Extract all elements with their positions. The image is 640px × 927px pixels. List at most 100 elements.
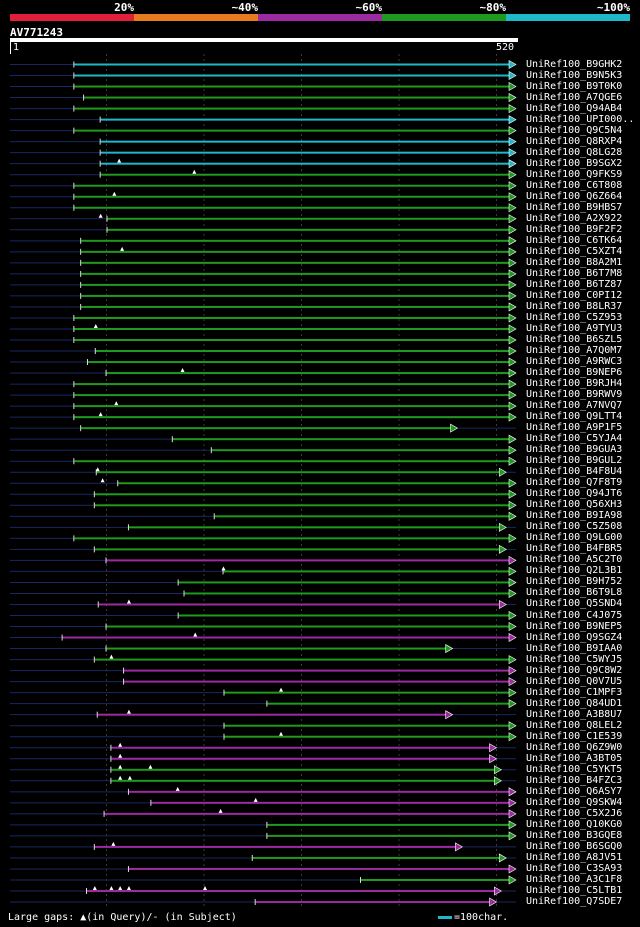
hit-label[interactable]: UniRef100_Q10KG0 [526, 818, 623, 830]
hit-label[interactable]: UniRef100_C3SA93 [526, 862, 623, 874]
hit-label[interactable]: UniRef100_C5WYJ5 [526, 653, 623, 665]
hit-label[interactable]: UniRef100_Q8LEL2 [526, 719, 623, 731]
hit-label[interactable]: UniRef100_Q9SGZ4 [526, 631, 623, 643]
alignment-arrow-33 [450, 423, 459, 433]
hit-label[interactable]: UniRef100_A8JV51 [526, 851, 623, 863]
alignment-arrow-9 [508, 159, 517, 169]
hit-label[interactable]: UniRef100_Q9C8W2 [526, 664, 623, 676]
hit-label[interactable]: UniRef100_Q94AB4 [526, 102, 623, 114]
gap-mark-32-0 [98, 412, 103, 417]
alignment-arrow-12 [508, 192, 517, 202]
hit-label[interactable]: UniRef100_B9NEP6 [526, 367, 623, 379]
hit-label[interactable]: UniRef100_C6T808 [526, 179, 623, 191]
hit-label[interactable]: UniRef100_B9N5K3 [526, 69, 623, 81]
gap-mark-28-0 [180, 368, 185, 373]
hit-label[interactable]: UniRef100_B6T7M8 [526, 267, 623, 279]
hit-label[interactable]: UniRef100_B9NEP5 [526, 620, 623, 632]
hit-label[interactable]: UniRef100_A5C2T0 [526, 554, 623, 566]
hit-label[interactable]: UniRef100_B9IAA0 [526, 642, 623, 654]
hit-label[interactable]: UniRef100_C5Z953 [526, 311, 623, 323]
alignment-arrow-72 [498, 853, 507, 863]
hit-label[interactable]: UniRef100_Q84UD1 [526, 697, 623, 709]
hit-label[interactable]: UniRef100_C5YKT5 [526, 763, 623, 775]
hit-label[interactable]: UniRef100_C1E539 [526, 730, 623, 742]
hit-label[interactable]: UniRef100_A7Q0M7 [526, 345, 623, 357]
hit-label[interactable]: UniRef100_B8A2M1 [526, 256, 623, 268]
hit-label[interactable]: UniRef100_Q2L3B1 [526, 565, 623, 577]
alignment-start-tick-54 [93, 656, 95, 663]
alignment-start-tick-58 [266, 700, 268, 707]
hit-label[interactable]: UniRef100_C1MPF3 [526, 686, 623, 698]
hit-label[interactable]: UniRef100_B3GQE8 [526, 829, 623, 841]
hit-label[interactable]: UniRef100_A9P1F5 [526, 422, 623, 434]
hit-label[interactable]: UniRef100_B9GHK2 [526, 58, 623, 70]
hit-label[interactable]: UniRef100_B4F8U4 [526, 466, 623, 478]
hit-label[interactable]: UniRef100_B6SZL5 [526, 334, 623, 345]
alignment-start-tick-56 [123, 678, 125, 685]
gap-mark-66-0 [175, 786, 180, 791]
hit-label[interactable]: UniRef100_Q8LG28 [526, 146, 623, 158]
hit-label[interactable]: UniRef100_C5YJA4 [526, 433, 623, 445]
hit-label[interactable]: UniRef100_A9TYU3 [526, 322, 623, 334]
hit-label[interactable]: UniRef100_B9GUL2 [526, 455, 623, 467]
hit-label[interactable]: UniRef100_B6SGQ0 [526, 840, 623, 852]
hit-label[interactable]: UniRef100_Q8RXP4 [526, 135, 623, 147]
hit-label[interactable]: UniRef100_Q5SND4 [526, 598, 623, 610]
hit-label[interactable]: UniRef100_C5XZT4 [526, 245, 623, 257]
hit-label[interactable]: UniRef100_B6T9L8 [526, 587, 623, 599]
hit-label[interactable]: UniRef100_B9SGX2 [526, 157, 623, 169]
alignment-arrow-41 [508, 511, 517, 521]
alignment-bar-31 [74, 405, 511, 408]
hit-label[interactable]: UniRef100_Q6ASY7 [526, 785, 623, 797]
hit-label[interactable]: UniRef100_Q7SDE7 [526, 896, 623, 908]
alignment-bar-45 [106, 559, 510, 562]
hit-label[interactable]: UniRef100_C5X2J6 [526, 807, 623, 819]
hit-label[interactable]: UniRef100_Q6Z9W0 [526, 741, 623, 753]
alignment-bar-37 [96, 471, 501, 474]
hit-label[interactable]: UniRef100_B9IA98 [526, 510, 623, 522]
hit-label[interactable]: UniRef100_A7QGE6 [526, 91, 623, 103]
hit-label[interactable]: UniRef100_A3B8U7 [526, 708, 623, 720]
hit-label[interactable]: UniRef100_Q9C5N4 [526, 124, 623, 136]
alignment-start-tick-32 [73, 414, 75, 421]
alignment-start-tick-51 [105, 623, 107, 630]
alignment-start-tick-60 [223, 722, 225, 729]
alignment-bar-44 [94, 548, 501, 551]
hit-label[interactable]: UniRef100_Q9LTT4 [526, 411, 623, 423]
hit-label[interactable]: UniRef100_C5LTB1 [526, 885, 623, 896]
hit-label[interactable]: UniRef100_B6TZ87 [526, 278, 623, 290]
hit-label[interactable]: UniRef100_B9F2F2 [526, 223, 623, 235]
hit-label[interactable]: UniRef100_B4FBR5 [526, 543, 623, 555]
hit-label[interactable]: UniRef100_B9HBS7 [526, 201, 623, 213]
alignment-bar-58 [267, 702, 510, 705]
hit-label[interactable]: UniRef100_Q6Z664 [526, 190, 623, 202]
hit-label[interactable]: UniRef100_B8LR37 [526, 300, 623, 312]
alignment-bar-62 [111, 746, 491, 749]
hit-label[interactable]: UniRef100_C4J075 [526, 609, 623, 621]
hit-label[interactable]: UniRef100_B9T0K0 [526, 80, 623, 92]
alignment-bar-48 [184, 592, 511, 595]
hit-label[interactable]: UniRef100_C5Z508 [526, 521, 623, 533]
hit-label[interactable]: UniRef100_B9RJH4 [526, 378, 623, 390]
hit-label[interactable]: UniRef100_Q7F8T9 [526, 477, 623, 489]
hit-label[interactable]: UniRef100_C6TK64 [526, 234, 623, 246]
hit-label[interactable]: UniRef100_B9H752 [526, 576, 623, 588]
hit-label[interactable]: UniRef100_A9RWC3 [526, 356, 623, 368]
hit-label[interactable]: UniRef100_Q9LG00 [526, 532, 623, 544]
hit-label[interactable]: UniRef100_Q9SKW4 [526, 796, 623, 808]
alignment-arrow-2 [508, 82, 517, 92]
hit-label[interactable]: UniRef100_Q9FKS9 [526, 168, 623, 180]
hit-label[interactable]: UniRef100_Q0V7U5 [526, 675, 623, 687]
hit-label[interactable]: UniRef100_UPI000.. [526, 113, 635, 125]
hit-label[interactable]: UniRef100_A3C1F8 [526, 873, 623, 885]
hit-label[interactable]: UniRef100_A3BT05 [526, 752, 623, 764]
hit-label[interactable]: UniRef100_A2X922 [526, 212, 623, 224]
hit-label[interactable]: UniRef100_Q56XH3 [526, 499, 623, 511]
hit-label[interactable]: UniRef100_A7NVQ7 [526, 400, 623, 412]
hit-label[interactable]: UniRef100_B9RWV9 [526, 389, 623, 401]
hit-label[interactable]: UniRef100_B9GUA3 [526, 444, 623, 456]
hit-label[interactable]: UniRef100_C0PI12 [526, 289, 623, 301]
alignment-bar-34 [172, 438, 510, 441]
hit-label[interactable]: UniRef100_B4FZC3 [526, 774, 623, 786]
hit-label[interactable]: UniRef100_Q94JT6 [526, 488, 623, 500]
